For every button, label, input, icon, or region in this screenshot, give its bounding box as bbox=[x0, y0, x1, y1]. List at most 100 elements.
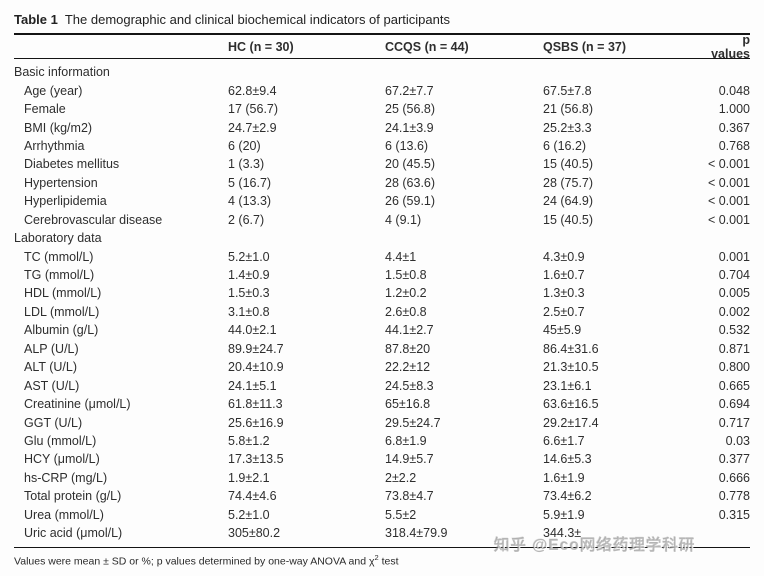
row-label: Glu (mmol/L) bbox=[24, 433, 97, 448]
cell-hc: 17.3±13.5 bbox=[228, 452, 284, 467]
cell-ccqs: 26 (59.1) bbox=[385, 194, 436, 209]
cell-hc: 25.6±16.9 bbox=[228, 415, 284, 430]
row-label: AST (U/L) bbox=[24, 378, 80, 393]
table-row: Creatinine (μmol/L) 61.8±11.3 65±16.8 63.6±… bbox=[14, 395, 750, 413]
cell-ccqs: 318.4±79.9 bbox=[385, 526, 448, 541]
cell-qsbs: 86.4±31.6 bbox=[543, 341, 599, 356]
cell-hc: 44.0±2.1 bbox=[228, 323, 277, 338]
cell-p-value: 1.000 bbox=[718, 102, 750, 117]
cell-hc: 1 (3.3) bbox=[228, 157, 265, 172]
table-row: Female 17 (56.7) 25 (56.8) 21 (56.8) 1.000 bbox=[14, 100, 750, 118]
row-label: TC (mmol/L) bbox=[24, 249, 94, 264]
cell-hc: 17 (56.7) bbox=[228, 102, 279, 117]
cell-qsbs: 1.6±1.9 bbox=[543, 470, 585, 485]
table-row: BMI (kg/m2) 24.7±2.9 24.1±3.9 25.2±3.3 0.367 bbox=[14, 118, 750, 136]
table-footnote: Values were mean ± SD or %; p values det… bbox=[14, 548, 750, 568]
row-label: Arrhythmia bbox=[24, 138, 85, 153]
table-row: Hyperlipidemia 4 (13.3) 26 (59.1) 24 (64.9)… bbox=[14, 192, 750, 210]
cell-qsbs: 29.2±17.4 bbox=[543, 415, 599, 430]
table-row: Albumin (g/L) 44.0±2.1 44.1±2.7 45±5.9 0.532 bbox=[14, 321, 750, 339]
cell-hc: 24.7±2.9 bbox=[228, 120, 277, 135]
cell-hc: 5.2±1.0 bbox=[228, 507, 270, 522]
row-label: TG (mmol/L) bbox=[24, 268, 95, 283]
table-top-rule bbox=[14, 33, 750, 35]
cell-qsbs: 344.3± bbox=[543, 526, 582, 541]
cell-hc: 1.5±0.3 bbox=[228, 286, 270, 301]
table-row: TG (mmol/L) 1.4±0.9 1.5±0.8 1.6±0.7 0.704 bbox=[14, 266, 750, 284]
table-row: ALT (U/L) 20.4±10.9 22.2±12 21.3±10.5 0.800 bbox=[14, 358, 750, 376]
cell-hc: 1.4±0.9 bbox=[228, 268, 270, 283]
cell-p-value: 0.778 bbox=[718, 489, 750, 504]
section-header-label: Basic information bbox=[14, 65, 110, 80]
row-label: ALT (U/L) bbox=[24, 360, 78, 375]
row-label: Diabetes mellitus bbox=[24, 157, 120, 172]
cell-qsbs: 4.3±0.9 bbox=[543, 249, 585, 264]
cell-p-value: < 0.001 bbox=[707, 194, 750, 209]
cell-qsbs: 24 (64.9) bbox=[543, 194, 594, 209]
row-label: Uric acid (μmol/L) bbox=[24, 526, 123, 541]
table-row: Arrhythmia 6 (20) 6 (13.6) 6 (16.2) 0.768 bbox=[14, 137, 750, 155]
cell-p-value: 0.871 bbox=[718, 341, 750, 356]
cell-p-value: 0.666 bbox=[718, 470, 750, 485]
cell-p-value: 0.377 bbox=[718, 452, 750, 467]
cell-qsbs: 15 (40.5) bbox=[543, 157, 594, 172]
cell-p-value: < 0.001 bbox=[707, 157, 750, 172]
table-row: LDL (mmol/L) 3.1±0.8 2.6±0.8 2.5±0.7 0.002 bbox=[14, 303, 750, 321]
table-caption: Table 1 The demographic and clinical bioc… bbox=[14, 0, 750, 31]
row-label: GGT (U/L) bbox=[24, 415, 83, 430]
cell-qsbs: 6 (16.2) bbox=[543, 138, 587, 153]
cell-hc: 62.8±9.4 bbox=[228, 83, 277, 98]
table-row: ALP (U/L) 89.9±24.7 87.8±20 86.4±31.6 0.871 bbox=[14, 340, 750, 358]
cell-qsbs: 1.3±0.3 bbox=[543, 286, 585, 301]
header-qsbs: QSBS (n = 37) bbox=[543, 39, 627, 54]
row-label: hs-CRP (mg/L) bbox=[24, 470, 108, 485]
cell-hc: 305±80.2 bbox=[228, 526, 281, 541]
table-header-row: HC (n = 30) CCQS (n = 44) QSBS (n = 37) … bbox=[14, 32, 750, 61]
cell-qsbs: 5.9±1.9 bbox=[543, 507, 585, 522]
row-label: Hypertension bbox=[24, 175, 98, 190]
cell-p-value: 0.665 bbox=[718, 378, 750, 393]
cell-p-value: 0.002 bbox=[718, 304, 750, 319]
cell-ccqs: 14.9±5.7 bbox=[385, 452, 434, 467]
table-row: HDL (mmol/L) 1.5±0.3 1.2±0.2 1.3±0.3 0.005 bbox=[14, 284, 750, 302]
cell-p-value: 0.367 bbox=[718, 120, 750, 135]
cell-qsbs: 14.6±5.3 bbox=[543, 452, 592, 467]
cell-ccqs: 24.1±3.9 bbox=[385, 120, 434, 135]
table-title-text: The demographic and clinical biochemical… bbox=[64, 12, 450, 27]
cell-hc: 5.2±1.0 bbox=[228, 249, 270, 264]
cell-qsbs: 21.3±10.5 bbox=[543, 360, 599, 375]
row-label: ALP (U/L) bbox=[24, 341, 79, 356]
cell-ccqs: 44.1±2.7 bbox=[385, 323, 434, 338]
cell-p-value: 0.048 bbox=[718, 83, 750, 98]
row-label: BMI (kg/m2) bbox=[24, 120, 93, 135]
cell-ccqs: 87.8±20 bbox=[385, 341, 431, 356]
cell-qsbs: 2.5±0.7 bbox=[543, 304, 585, 319]
table-number: Table 1 bbox=[14, 12, 58, 27]
table-row: Total protein (g/L) 74.4±4.6 73.8±4.7 73.4±… bbox=[14, 487, 750, 505]
cell-ccqs: 67.2±7.7 bbox=[385, 83, 434, 98]
cell-ccqs: 2±2.2 bbox=[385, 470, 417, 485]
cell-hc: 6 (20) bbox=[228, 138, 261, 153]
cell-p-value: 0.694 bbox=[718, 397, 750, 412]
section-header-label: Laboratory data bbox=[14, 231, 102, 246]
table-header-rule bbox=[14, 58, 750, 59]
cell-ccqs: 28 (63.6) bbox=[385, 175, 436, 190]
table-row: Urea (mmol/L) 5.2±1.0 5.5±2 5.9±1.9 0.315 bbox=[14, 506, 750, 524]
cell-ccqs: 25 (56.8) bbox=[385, 102, 436, 117]
cell-ccqs: 73.8±4.7 bbox=[385, 489, 434, 504]
table-row: Age (year) 62.8±9.4 67.2±7.7 67.5±7.8 0.048 bbox=[14, 81, 750, 99]
footnote-text-end: test bbox=[378, 555, 399, 568]
cell-p-value: 0.768 bbox=[718, 138, 750, 153]
cell-p-value: 0.800 bbox=[718, 360, 750, 375]
cell-hc: 1.9±2.1 bbox=[228, 470, 270, 485]
row-label: Albumin (g/L) bbox=[24, 323, 99, 338]
header-ccqs: CCQS (n = 44) bbox=[385, 39, 469, 54]
row-label: Creatinine (μmol/L) bbox=[24, 397, 131, 412]
cell-p-value: < 0.001 bbox=[707, 175, 750, 190]
cell-p-value: 0.001 bbox=[718, 249, 750, 264]
cell-p-value: 0.704 bbox=[718, 268, 750, 283]
cell-ccqs: 65±16.8 bbox=[385, 397, 431, 412]
cell-qsbs: 73.4±6.2 bbox=[543, 489, 592, 504]
header-p-values: p values bbox=[711, 32, 750, 61]
